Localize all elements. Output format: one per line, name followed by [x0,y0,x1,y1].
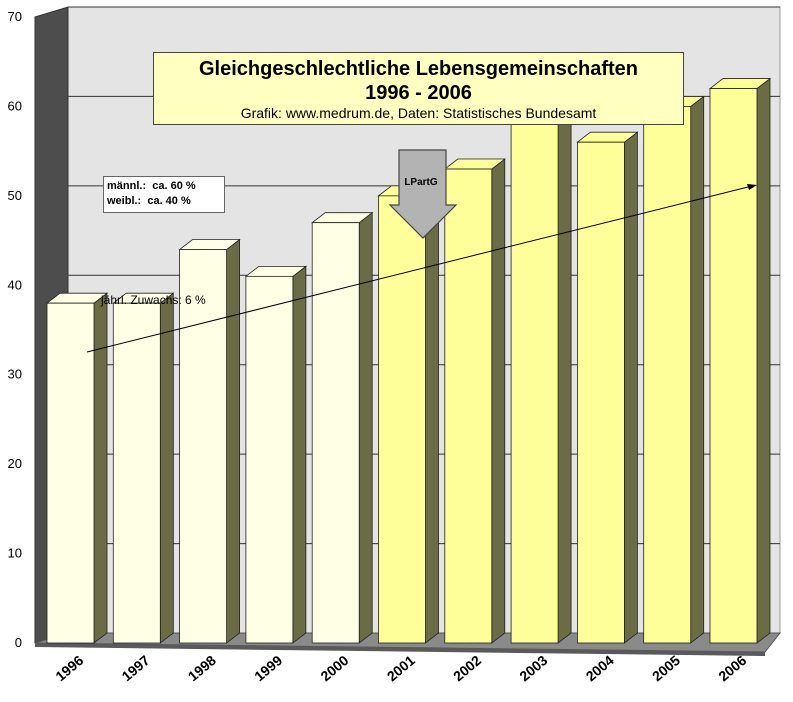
gender-share-female: weibl.: ca. 40 % [107,195,191,207]
growth-label: jährl. Zuwachs: 6 % [100,293,206,307]
bar-1998 [178,238,241,644]
bar-1997 [112,292,175,644]
bar-front [245,275,294,644]
bar-front [577,141,625,644]
y-tick-label: 50 [8,188,22,203]
floor-edge [35,643,765,656]
chart-source: Grafik: www.medrum.de, Daten: Statistisc… [240,105,597,121]
y-tick-label: 70 [8,9,22,24]
bar-side [491,158,506,644]
y-tick-label: 20 [8,456,22,471]
x-tick-label: 2002 [450,652,484,684]
trend-arrowhead [747,184,757,190]
chart-title: Gleichgeschlechtliche Lebensgemeinschaft… [198,58,639,80]
x-tick-label: 2005 [649,652,683,684]
lpartg-arrow [388,149,458,239]
x-tick-label: 2003 [516,652,550,684]
x-tick-label: 1996 [52,652,86,684]
bar-1996 [45,292,109,644]
gender-share-male: männl.: ca. 60 % [107,180,196,192]
y-tick-label: 10 [8,546,22,561]
bar-side [226,238,241,644]
bars [45,77,772,644]
bar-side [358,211,373,644]
x-tick-label: 1997 [119,652,153,684]
x-tick-label: 1999 [251,652,285,684]
bar-side [292,265,307,644]
bar-front [179,249,228,644]
bar-2005 [642,95,705,644]
bar-1999 [244,265,308,644]
bar-front [709,88,758,644]
bar-side [159,292,174,644]
bar-front [643,106,692,644]
chart-subtitle: 1996 - 2006 [365,82,472,104]
y-axis-ticks: 0 10 20 30 40 50 60 70 [8,9,22,650]
x-tick-label: 2000 [317,652,351,684]
gender-share-box: männl.: ca. 60 % weibl.: ca. 40 % [103,176,225,213]
bar-2000 [311,211,374,644]
bar-front [112,302,161,644]
bar-front [510,123,559,644]
x-tick-label: 2006 [715,652,749,684]
bar-front [444,168,493,644]
annotations: jährl. Zuwachs: 6 % LPartG [86,149,757,353]
x-tick-label: 2004 [583,652,617,684]
y-tick-label: 60 [8,98,22,113]
bar-2004 [576,131,639,644]
bar-side [93,292,108,644]
x-tick-label: 1998 [185,652,219,684]
x-tick-label: 2001 [384,652,418,684]
y-tick-label: 40 [8,277,22,292]
bar-front [378,195,426,644]
chart-title-box: Gleichgeschlechtliche Lebensgemeinschaft… [153,52,684,125]
bar-2002 [443,158,506,644]
trend-line [86,185,753,353]
bar-side [557,113,572,644]
bar-side [425,185,439,644]
lpartg-label: LPartG [404,177,438,188]
bar-side [756,77,771,644]
y-tick-label: 30 [8,367,22,382]
bar-front [46,302,95,644]
bar-side [690,95,705,644]
bar-2001 [377,185,440,644]
bar-2006 [708,77,772,644]
x-axis-labels: 1996 1997 1998 1999 2000 2001 2002 2003 2004 2005… [52,652,749,684]
bar-front [311,222,360,644]
y-tick-label: 0 [15,635,22,650]
bar-side [624,131,638,644]
bar-2003 [509,113,573,644]
